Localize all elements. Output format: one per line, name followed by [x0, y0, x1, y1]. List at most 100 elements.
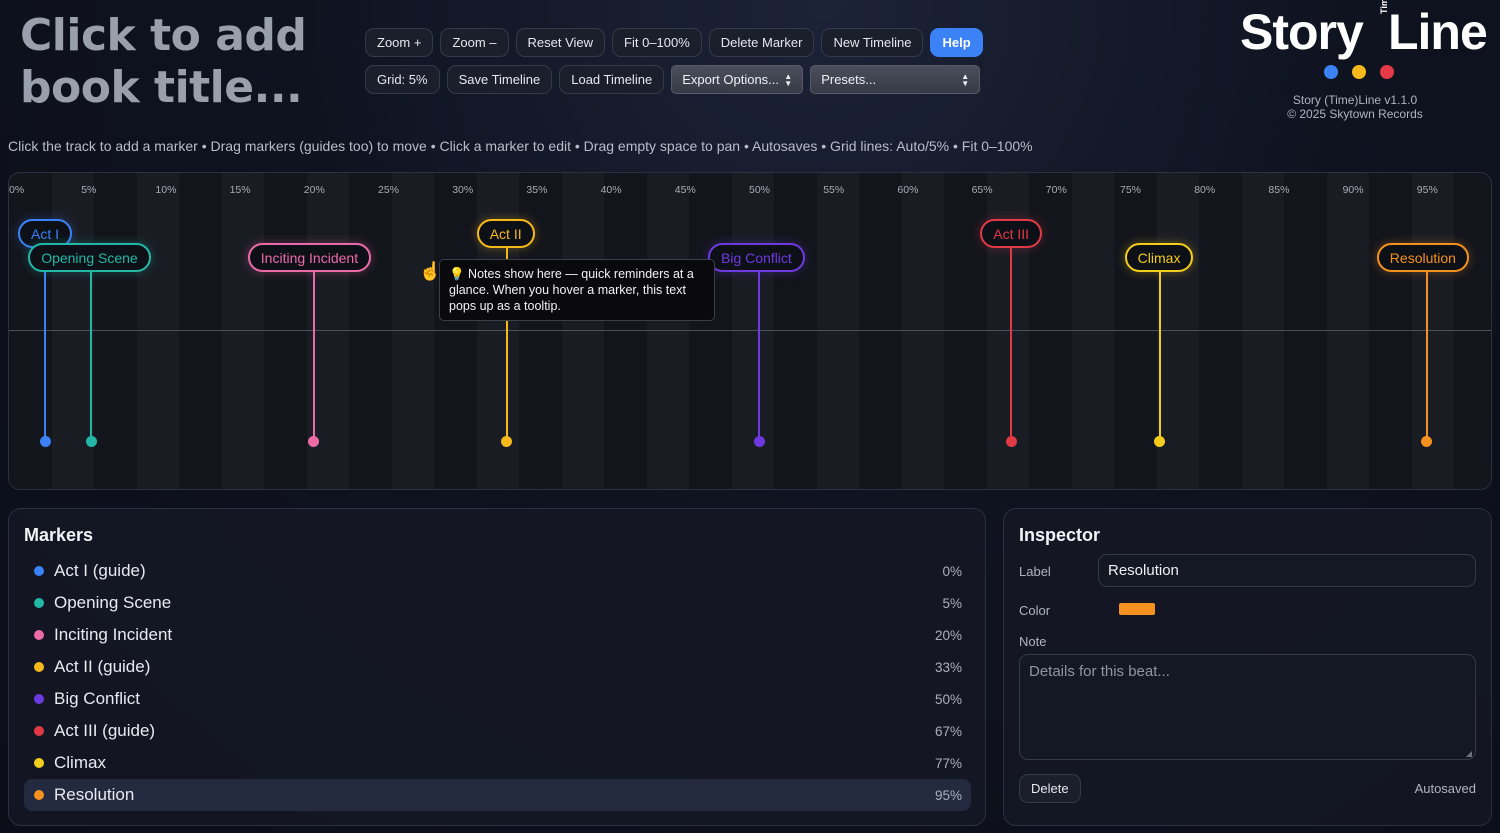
color-caption: Color — [1019, 603, 1051, 618]
marker-stem — [1010, 247, 1013, 441]
save-timeline-button[interactable]: Save Timeline — [446, 65, 553, 94]
marker-color-dot — [34, 758, 44, 768]
marker-stem — [758, 271, 760, 441]
logo-dot — [1352, 65, 1366, 79]
marker-act-ii[interactable]: Act II — [476, 219, 535, 248]
zoom-in-button[interactable]: Zoom + — [365, 28, 434, 57]
marker-row-percent: 77% — [934, 755, 962, 771]
marker-color-dot — [34, 662, 44, 672]
presets-select-value: Presets... — [821, 72, 877, 87]
marker-handle[interactable] — [39, 436, 51, 447]
inspector-title: Inspector — [1019, 525, 1101, 545]
marker-inciting-incident[interactable]: Inciting Incident — [247, 243, 372, 272]
marker-handle[interactable] — [501, 436, 513, 447]
load-timeline-button[interactable]: Load Timeline — [559, 65, 665, 94]
marker-tooltip: 💡 Notes show here — quick reminders at a… — [439, 259, 715, 321]
logo-dot — [1324, 65, 1338, 79]
marker-row-percent: 95% — [934, 787, 962, 803]
marker-climax[interactable]: Climax — [1124, 243, 1194, 272]
help-button[interactable]: Help — [930, 28, 983, 57]
label-input[interactable]: Resolution — [1098, 554, 1476, 587]
marker-handle[interactable] — [753, 436, 765, 447]
marker-row-climax[interactable]: Climax 77% — [24, 747, 971, 779]
grid-band — [1326, 173, 1370, 489]
marker-row-big-conflict[interactable]: Big Conflict 50% — [24, 683, 971, 715]
grid-band — [604, 173, 647, 489]
marker-color-dot — [34, 630, 44, 640]
marker-row-opening-scene[interactable]: Opening Scene 5% — [24, 587, 971, 619]
tick-label: 90% — [1342, 184, 1364, 196]
copyright: © 2025 Skytown Records — [1287, 107, 1423, 121]
tick-label: 15% — [229, 184, 251, 196]
marker-row-act-ii-guide[interactable]: Act II (guide) 33% — [24, 651, 971, 683]
book-title[interactable]: Click to add book title... — [20, 10, 307, 113]
timeline-track[interactable]: 0% 5% 10% 15% 20% 25% 30% 35% 40% 45% 50% 55% 60% 65%… — [8, 172, 1492, 490]
grid-band — [1241, 173, 1285, 489]
toolbar: Zoom + Zoom – Reset View Fit 0–100% Delete M… — [365, 28, 983, 102]
marker-handle[interactable] — [85, 436, 97, 447]
marker-handle[interactable] — [1154, 436, 1166, 447]
tick-label: 0% — [9, 184, 25, 196]
marker-row-percent: 0% — [942, 563, 962, 579]
delete-marker-button[interactable]: Delete Marker — [708, 28, 815, 57]
marker-big-conflict[interactable]: Big Conflict — [708, 243, 805, 272]
marker-row-percent: 5% — [942, 595, 962, 611]
logo-dots — [1324, 65, 1394, 79]
updown-arrows-icon: ▲ ▼ — [784, 71, 793, 88]
grid-band — [1284, 173, 1327, 489]
label-caption: Label — [1019, 564, 1051, 579]
fit-button[interactable]: Fit 0–100% — [612, 28, 702, 57]
presets-select[interactable]: Presets... ▲ ▼ — [810, 65, 981, 94]
updown-arrows-icon: ▲ ▼ — [961, 71, 970, 88]
color-swatch[interactable] — [1119, 603, 1155, 615]
reset-view-button[interactable]: Reset View — [515, 28, 606, 57]
zoom-out-button[interactable]: Zoom – — [440, 28, 509, 57]
marker-row-resolution[interactable]: Resolution 95% — [24, 779, 971, 811]
marker-resolution[interactable]: Resolution — [1376, 243, 1469, 272]
marker-row-act-i-guide[interactable]: Act I (guide) 0% — [24, 555, 971, 587]
marker-row-name: Resolution — [54, 785, 135, 804]
marker-stem — [44, 247, 46, 441]
marker-act-iii[interactable]: Act III — [980, 219, 1043, 248]
marker-stem — [1425, 271, 1428, 441]
marker-row-name: Opening Scene — [54, 593, 172, 612]
grid-band — [434, 173, 477, 489]
grid-band — [1411, 173, 1455, 489]
new-timeline-button[interactable]: New Timeline — [821, 28, 924, 57]
toolbar-row-1: Zoom + Zoom – Reset View Fit 0–100% Delete M… — [365, 28, 983, 57]
autosave-status: Autosaved — [1414, 781, 1476, 796]
marker-handle[interactable] — [1005, 436, 1017, 447]
marker-color-dot — [34, 598, 44, 608]
marker-row-act-iii-guide[interactable]: Act III (guide) 67% — [24, 715, 971, 747]
marker-stem — [505, 247, 508, 441]
grid-band — [94, 173, 137, 489]
note-textarea[interactable]: Details for this beat... ◢ — [1019, 654, 1476, 760]
marker-row-percent: 20% — [934, 627, 962, 643]
grid-band — [1156, 173, 1200, 489]
marker-stem — [312, 271, 315, 441]
grid-band — [391, 173, 435, 489]
marker-row-name: Act II (guide) — [54, 657, 151, 676]
marker-row-inciting-incident[interactable]: Inciting Incident 20% — [24, 619, 971, 651]
grid-band — [264, 173, 307, 489]
marker-row-name: Big Conflict — [54, 689, 140, 708]
brand: Story Time Line Story (Time)Line v1.1.0 … — [1240, 0, 1488, 121]
tick-label: 5% — [81, 184, 97, 196]
grid-band — [1369, 173, 1412, 489]
marker-opening-scene[interactable]: Opening Scene — [28, 243, 151, 272]
tick-label: 45% — [674, 184, 696, 196]
delete-button[interactable]: Delete — [1019, 774, 1081, 803]
markers-panel: Markers Act I (guide) 0% Opening Scene 5% In… — [8, 508, 986, 826]
marker-handle[interactable] — [308, 436, 320, 447]
export-options-select[interactable]: Export Options... ▲ ▼ — [671, 65, 804, 94]
marker-row-name: Climax — [54, 753, 106, 772]
note-caption: Note — [1019, 634, 1047, 649]
marker-handle[interactable] — [1421, 436, 1433, 447]
grid-button[interactable]: Grid: 5% — [365, 65, 440, 94]
resize-grip-icon[interactable]: ◢ — [1465, 749, 1472, 758]
logo-word-story: Story — [1240, 4, 1364, 60]
app-version: Story (Time)Line v1.1.0 — [1292, 93, 1418, 107]
tick-label: 35% — [526, 184, 548, 196]
markers-list: Act I (guide) 0% Opening Scene 5% Inciting I… — [24, 555, 971, 811]
toolbar-row-2: Grid: 5% Save Timeline Load Timeline Export… — [365, 65, 983, 94]
